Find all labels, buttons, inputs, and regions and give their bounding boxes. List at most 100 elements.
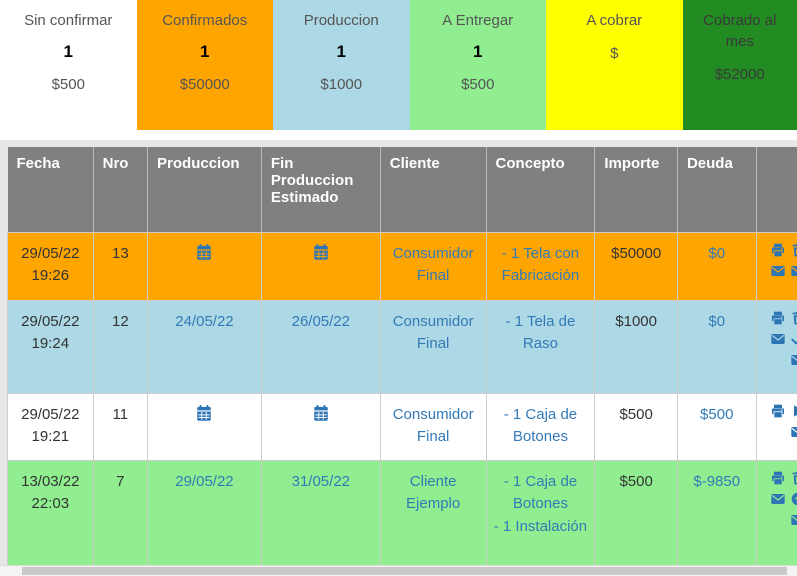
cell-cliente: Consumidor Final: [379, 231, 487, 301]
order-row: 13/03/22 22:03 7 29/05/22 31/05/22 Cliente E…: [7, 459, 797, 565]
envelope-icon[interactable]: [770, 491, 786, 507]
concepto-item[interactable]: - 1 Instalación: [493, 517, 588, 535]
cell-concepto: - 1 Caja de Botones - 1 Instalación: [485, 459, 596, 565]
cell-produccion: [147, 231, 262, 301]
column-header-fecha: Fecha: [7, 147, 94, 232]
card-count: 1: [336, 42, 346, 61]
card-confirmados[interactable]: Confirmados 1 $50000: [136, 0, 273, 130]
card-produccion[interactable]: Produccion 1 $1000: [273, 0, 410, 130]
trash-icon[interactable]: [790, 242, 797, 258]
play-icon[interactable]: [790, 403, 797, 419]
upload-icon[interactable]: [790, 491, 797, 507]
order-row: 29/05/22 19:24 12 24/05/22 26/05/22 Consumid…: [7, 299, 797, 394]
trash-icon[interactable]: [790, 470, 797, 486]
cell-fecha: 29/05/22 19:24: [7, 299, 94, 394]
fin-date-link[interactable]: 31/05/22: [291, 472, 350, 490]
column-header-deuda: Deuda: [677, 147, 757, 232]
scrollbar-thumb[interactable]: [22, 567, 787, 575]
cell-actions: [755, 459, 797, 565]
cell-concepto: - 1 Tela con Fabricación: [485, 231, 596, 301]
column-header-produccion: Produccion: [147, 147, 262, 232]
column-header-concepto: Concepto: [486, 147, 596, 232]
produccion-date-link[interactable]: 29/05/22: [175, 472, 234, 490]
card-a-cobrar[interactable]: A cobrar $: [546, 0, 683, 130]
cell-deuda: $0: [676, 231, 757, 301]
envelope-icon[interactable]: [790, 352, 797, 368]
cell-nro: 7: [92, 459, 149, 565]
trash-icon[interactable]: [790, 310, 797, 326]
concepto-item[interactable]: - 1 Tela con Fabricación: [501, 244, 580, 285]
cliente-link[interactable]: Consumidor Final: [392, 312, 474, 353]
cell-produccion: [147, 392, 262, 461]
card-count: 1: [63, 42, 73, 61]
concepto-item[interactable]: - 1 Caja de Botones: [503, 472, 578, 513]
envelope-icon[interactable]: [790, 424, 797, 440]
cell-nro: 13: [92, 231, 149, 301]
fin-date-link[interactable]: 26/05/22: [291, 312, 350, 330]
deuda-link[interactable]: $0: [708, 244, 726, 262]
cell-fin: [260, 231, 381, 301]
deuda-link[interactable]: $-9850: [693, 472, 741, 490]
order-row: 29/05/22 19:21 11 Consumidor Final - 1 Caja…: [7, 392, 797, 461]
calendar-icon[interactable]: [312, 404, 330, 422]
card-title: Produccion: [303, 12, 379, 29]
cell-importe: $1000: [594, 299, 678, 394]
card-amount: $500: [461, 76, 495, 93]
concepto-item[interactable]: - 1 Caja de Botones: [503, 405, 578, 446]
print-icon[interactable]: [770, 310, 786, 326]
card-title: Cobrado al mes: [703, 12, 777, 50]
concepto-item[interactable]: - 1 Tela de Raso: [505, 312, 576, 353]
card-sin-confirmar[interactable]: Sin confirmar 1 $500: [0, 0, 137, 130]
calendar-icon[interactable]: [195, 243, 213, 261]
cell-importe: $500: [594, 392, 678, 461]
card-amount: $: [610, 45, 619, 62]
card-amount: $52000: [714, 66, 765, 83]
cell-produccion: 24/05/22: [147, 299, 262, 394]
deuda-link[interactable]: $500: [700, 405, 734, 423]
cell-actions: [755, 392, 797, 461]
print-icon[interactable]: [770, 242, 786, 258]
produccion-date-link[interactable]: 24/05/22: [175, 312, 234, 330]
cell-nro: 11: [92, 392, 149, 461]
cell-produccion: 29/05/22: [147, 459, 262, 565]
column-header-importe: Importe: [594, 147, 678, 232]
cliente-link[interactable]: Consumidor Final: [392, 405, 474, 446]
card-title: A cobrar: [586, 12, 643, 29]
cliente-link[interactable]: Cliente Ejemplo: [406, 472, 461, 513]
cell-cliente: Cliente Ejemplo: [379, 459, 487, 565]
cell-deuda: $500: [676, 392, 757, 461]
card-count: 1: [473, 42, 483, 61]
print-icon[interactable]: [770, 403, 786, 419]
orders-table-frame: Fecha Nro Produccion Fin Produccion Estimad…: [0, 140, 797, 565]
cell-fin: [260, 392, 381, 461]
cell-actions: [755, 231, 797, 301]
cell-cliente: Consumidor Final: [379, 392, 487, 461]
cell-deuda: $-9850: [676, 459, 757, 565]
column-header-nro: Nro: [93, 147, 149, 232]
cell-fin: 31/05/22: [260, 459, 381, 565]
calendar-icon[interactable]: [195, 404, 213, 422]
envelope-icon[interactable]: [790, 263, 797, 279]
deuda-link[interactable]: $0: [708, 312, 726, 330]
cell-fin: 26/05/22: [260, 299, 381, 394]
status-cards: Sin confirmar 1 $500 Confirmados 1 $50000 Prod…: [0, 0, 797, 130]
card-amount: $500: [51, 76, 85, 93]
table-header-row: Fecha Nro Produccion Fin Produccion Estimad…: [7, 147, 797, 232]
cell-nro: 12: [92, 299, 149, 394]
envelope-icon[interactable]: [790, 512, 797, 528]
check-icon[interactable]: [790, 331, 797, 347]
card-amount: $1000: [320, 76, 363, 93]
card-count: 1: [200, 42, 210, 61]
envelope-icon[interactable]: [770, 263, 786, 279]
horizontal-scrollbar[interactable]: [0, 565, 797, 576]
card-cobrado-al-mes[interactable]: Cobrado al mes $52000: [682, 0, 797, 130]
cell-fecha: 13/03/22 22:03: [7, 459, 94, 565]
cell-cliente: Consumidor Final: [379, 299, 487, 394]
cell-concepto: - 1 Caja de Botones: [485, 392, 596, 461]
card-a-entregar[interactable]: A Entregar 1 $500: [409, 0, 546, 130]
print-icon[interactable]: [770, 470, 786, 486]
column-header-cliente: Cliente: [380, 147, 487, 232]
calendar-icon[interactable]: [312, 243, 330, 261]
envelope-icon[interactable]: [770, 331, 786, 347]
cliente-link[interactable]: Consumidor Final: [392, 244, 474, 285]
